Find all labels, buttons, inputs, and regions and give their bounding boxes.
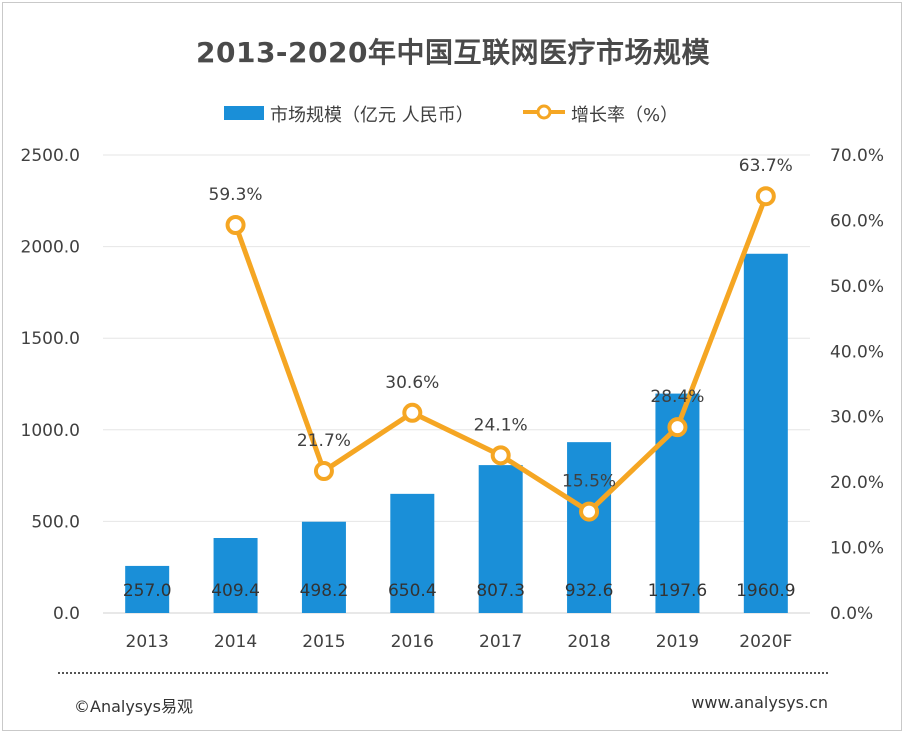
- y-right-tick-label: 40.0%: [830, 342, 884, 362]
- x-tick-label: 2016: [391, 632, 434, 652]
- bar: [125, 565, 170, 613]
- bar: [301, 521, 346, 613]
- y-left-tick-label: 2500.0: [21, 146, 80, 166]
- bar-value-label: 409.4: [211, 581, 260, 601]
- growth-rate-label: 28.4%: [650, 387, 704, 407]
- footer-divider: [58, 672, 828, 674]
- axis-label-layer: 0.0 500.0 1000.0 1500.0 2000.0 2500.0 0.0% 10.0…: [21, 146, 885, 652]
- chart-legend: 市场规模（亿元 人民币） 增长率（%）: [0, 97, 906, 127]
- y-right-tick-label: 0.0%: [830, 604, 873, 624]
- footer-website: www.analysys.cn: [691, 693, 828, 712]
- bar: [213, 537, 258, 613]
- bar-label-layer: 257.0 409.4 498.2 650.4 807.3 932.6 1197.6 1960…: [123, 581, 796, 601]
- growth-rate-point: [313, 461, 334, 482]
- y-left-tick-label: 2000.0: [21, 238, 80, 258]
- x-tick-label: 2020F: [739, 632, 792, 652]
- growth-rate-point: [667, 417, 688, 438]
- y-right-tick-label: 20.0%: [830, 473, 884, 493]
- growth-rate-label: 59.3%: [209, 185, 263, 205]
- chart-title: 2013-2020年中国互联网医疗市场规模: [196, 36, 710, 69]
- legend-line-swatch: [523, 104, 565, 120]
- y-left-tick-label: 1000.0: [21, 421, 80, 441]
- bar: [390, 493, 435, 613]
- y-right-tick-label: 70.0%: [830, 146, 884, 166]
- y-left-tick-label: 0.0: [53, 604, 80, 624]
- x-tick-label: 2017: [479, 632, 522, 652]
- footer-copyright: ©Analysys易观: [74, 697, 193, 716]
- bar-value-label: 1960.9: [736, 581, 795, 601]
- line-layer: 59.3% 21.7% 30.6% 24.1% 15.5% 28.4% 63.7%: [209, 156, 793, 522]
- legend-label-growth-rate: 增长率（%）: [571, 105, 679, 126]
- y-right-tick-label: 60.0%: [830, 211, 884, 231]
- bar: [478, 465, 523, 613]
- bar-value-label: 807.3: [476, 581, 525, 601]
- growth-rate-label: 24.1%: [474, 415, 528, 435]
- y-right-tick-label: 10.0%: [830, 539, 884, 559]
- bar-layer: [125, 253, 788, 613]
- y-left-tick-label: 500.0: [31, 512, 80, 532]
- growth-rate-label: 15.5%: [562, 472, 616, 492]
- x-tick-label: 2015: [302, 632, 345, 652]
- bar: [743, 253, 788, 613]
- bar-value-label: 257.0: [123, 581, 172, 601]
- growth-rate-label: 21.7%: [297, 431, 351, 451]
- growth-rate-label: 63.7%: [739, 156, 793, 176]
- bar: [567, 442, 612, 613]
- y-right-tick-label: 50.0%: [830, 277, 884, 297]
- y-right-tick-label: 30.0%: [830, 408, 884, 428]
- x-tick-label: 2014: [214, 632, 257, 652]
- bar-value-label: 1197.6: [648, 581, 707, 601]
- growth-rate-point: [579, 501, 600, 522]
- bar-value-label: 650.4: [388, 581, 437, 601]
- growth-rate-point: [755, 186, 776, 207]
- grid-layer: [103, 154, 810, 614]
- bar-value-label: 932.6: [565, 581, 614, 601]
- growth-rate-label: 30.6%: [385, 373, 439, 393]
- y-left-tick-label: 1500.0: [21, 329, 80, 349]
- growth-rate-point: [490, 445, 511, 466]
- growth-rate-point: [225, 215, 246, 236]
- growth-rate-point: [402, 402, 423, 423]
- x-tick-label: 2013: [126, 632, 169, 652]
- x-tick-label: 2019: [656, 632, 699, 652]
- legend-label-market-size: 市场规模（亿元 人民币）: [270, 105, 474, 126]
- legend-bar-swatch: [224, 106, 264, 120]
- x-tick-label: 2018: [567, 632, 610, 652]
- bar-value-label: 498.2: [300, 581, 349, 601]
